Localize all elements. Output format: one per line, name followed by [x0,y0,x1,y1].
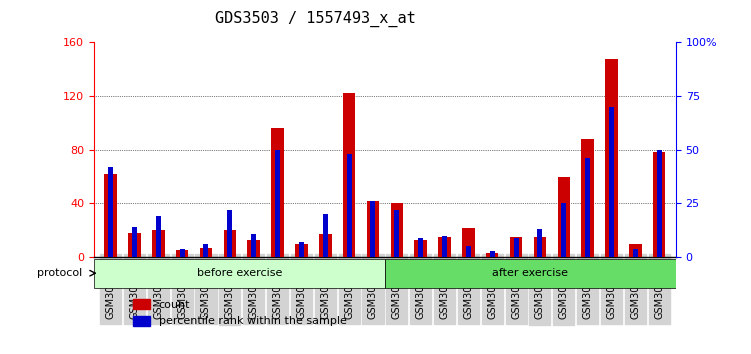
Bar [510,237,523,257]
Bar [514,238,519,257]
Bar [251,234,256,257]
Bar [179,249,185,257]
Bar [534,237,546,257]
Bar [370,201,376,257]
Text: before exercise: before exercise [197,268,282,278]
Bar [299,242,304,257]
Bar [366,201,379,257]
Bar [228,210,232,257]
Bar [633,249,638,257]
FancyBboxPatch shape [385,259,676,288]
Bar [247,240,260,257]
Bar [629,244,641,257]
Bar [108,167,113,257]
Bar [557,177,570,257]
Bar [176,250,189,257]
Legend: count, percentile rank within the sample: count, percentile rank within the sample [128,295,351,331]
FancyBboxPatch shape [94,259,385,288]
Bar [442,236,447,257]
Bar [538,229,542,257]
Bar [200,248,213,257]
Bar [462,228,475,257]
Bar [418,238,423,257]
Bar [271,129,284,257]
Bar [561,204,566,257]
Bar [490,251,495,257]
Bar [653,153,665,257]
Bar [585,158,590,257]
Bar [132,227,137,257]
Text: GDS3503 / 1557493_x_at: GDS3503 / 1557493_x_at [215,11,416,27]
Bar [128,233,140,257]
Bar [204,244,209,257]
Bar [656,150,662,257]
Bar [224,230,236,257]
Text: after exercise: after exercise [493,268,569,278]
Bar [155,216,161,257]
Bar [605,58,618,257]
Bar [319,234,331,257]
Bar [295,244,308,257]
Bar [609,107,614,257]
Text: protocol: protocol [37,268,83,278]
Bar [394,210,400,257]
Bar [466,246,471,257]
Bar [275,150,280,257]
Bar [323,214,327,257]
Bar [391,204,403,257]
Bar [104,174,117,257]
Bar [486,253,499,257]
Bar [343,93,355,257]
Bar [152,230,164,257]
Bar [581,139,594,257]
Bar [347,154,351,257]
Bar [439,237,451,257]
Bar [415,240,427,257]
